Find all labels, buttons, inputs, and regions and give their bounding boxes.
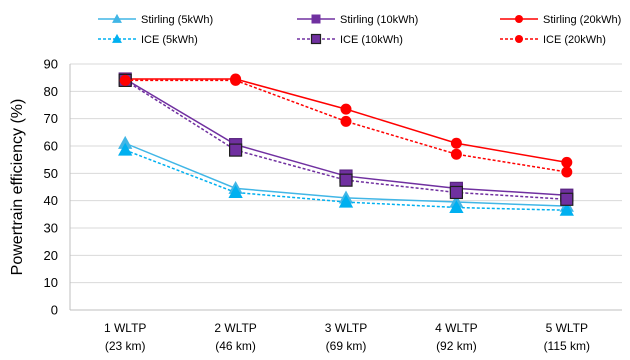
data-point xyxy=(118,135,133,149)
y-tick-label: 60 xyxy=(44,139,58,154)
x-tick-label-line: (23 km) xyxy=(105,339,146,353)
data-point xyxy=(560,192,574,206)
y-tick-label: 70 xyxy=(44,111,58,126)
y-tick-label: 10 xyxy=(44,275,58,290)
legend-item: ICE (20kWh) xyxy=(500,34,606,46)
y-tick-label: 50 xyxy=(44,166,58,181)
legend-label: ICE (10kWh) xyxy=(340,34,403,46)
x-tick-label-line: (115 km) xyxy=(544,339,590,353)
x-tick-label-line: 4 WLTP xyxy=(435,321,477,335)
data-point xyxy=(118,142,133,156)
legend-marker xyxy=(515,35,523,43)
legend-marker xyxy=(112,13,122,23)
legend-marker xyxy=(311,14,321,24)
y-tick-label: 40 xyxy=(44,193,58,208)
series xyxy=(118,142,574,216)
x-tick-label-line: 5 WLTP xyxy=(546,321,588,335)
y-tick-label: 30 xyxy=(44,221,58,236)
series xyxy=(119,74,573,178)
x-tick-label: 2 WLTP (46 km) xyxy=(214,321,256,353)
data-point xyxy=(338,194,354,208)
legend-item: Stirling (20kWh) xyxy=(500,14,621,26)
legend-item: Stirling (5kWh) xyxy=(98,13,213,26)
data-point xyxy=(450,137,462,149)
series-line xyxy=(125,79,567,173)
x-tick-label-line: 2 WLTP xyxy=(214,321,256,335)
y-tick-label: 90 xyxy=(44,57,58,72)
data-point xyxy=(561,166,573,178)
legend-label: ICE (5kWh) xyxy=(141,34,198,46)
data-point xyxy=(230,74,242,86)
series xyxy=(118,73,574,206)
x-tick-label-line: (92 km) xyxy=(436,339,477,353)
data-point xyxy=(449,200,464,214)
series-line xyxy=(124,149,567,211)
legend-item: ICE (10kWh) xyxy=(297,33,403,46)
data-point xyxy=(559,202,574,216)
y-tick-label: 0 xyxy=(51,303,58,318)
legend-item: ICE (5kWh) xyxy=(98,33,198,46)
y-tick-label: 20 xyxy=(44,248,58,263)
legend-label: Stirling (5kWh) xyxy=(141,14,213,26)
x-tick-label: 3 WLTP (69 km) xyxy=(325,321,367,353)
data-point xyxy=(229,143,243,157)
series-line xyxy=(124,79,567,201)
legend-marker xyxy=(515,15,523,23)
legend-marker xyxy=(310,33,322,45)
x-tick-label-line: (69 km) xyxy=(326,339,367,353)
legend: Stirling (5kWh) Stirling (10kWh) Stirling … xyxy=(98,13,621,46)
y-tick-label: 80 xyxy=(44,84,58,99)
x-tick-label: 1 WLTP (23 km) xyxy=(104,321,146,353)
data-point xyxy=(450,148,462,160)
data-point xyxy=(340,103,352,115)
x-tick-labels: 1 WLTP (23 km) 2 WLTP (46 km) 3 WLTP (69 km) 4… xyxy=(104,321,590,353)
data-point xyxy=(449,185,463,200)
data-point xyxy=(340,115,352,127)
data-point xyxy=(561,156,573,168)
x-tick-label-line: 1 WLTP xyxy=(104,321,146,335)
y-axis-label: Powertrain efficiency (%) xyxy=(9,99,26,276)
legend-label: ICE (20kWh) xyxy=(543,34,606,46)
data-point xyxy=(339,173,353,187)
series-group xyxy=(118,72,574,216)
data-point xyxy=(228,185,243,199)
legend-item: Stirling (10kWh) xyxy=(297,14,418,26)
legend-label: Stirling (20kWh) xyxy=(543,14,621,26)
x-tick-label-line: 3 WLTP xyxy=(325,321,367,335)
data-point xyxy=(119,74,131,86)
x-tick-label: 4 WLTP (92 km) xyxy=(435,321,477,353)
axes xyxy=(69,64,622,311)
x-tick-label-line: (46 km) xyxy=(215,339,256,353)
y-tick-labels: 0 10 20 30 40 50 60 70 80 90 xyxy=(44,57,58,318)
x-tick-label: 5 WLTP (115 km) xyxy=(544,321,590,353)
legend-marker xyxy=(112,33,122,43)
legend-label: Stirling (10kWh) xyxy=(340,14,418,26)
